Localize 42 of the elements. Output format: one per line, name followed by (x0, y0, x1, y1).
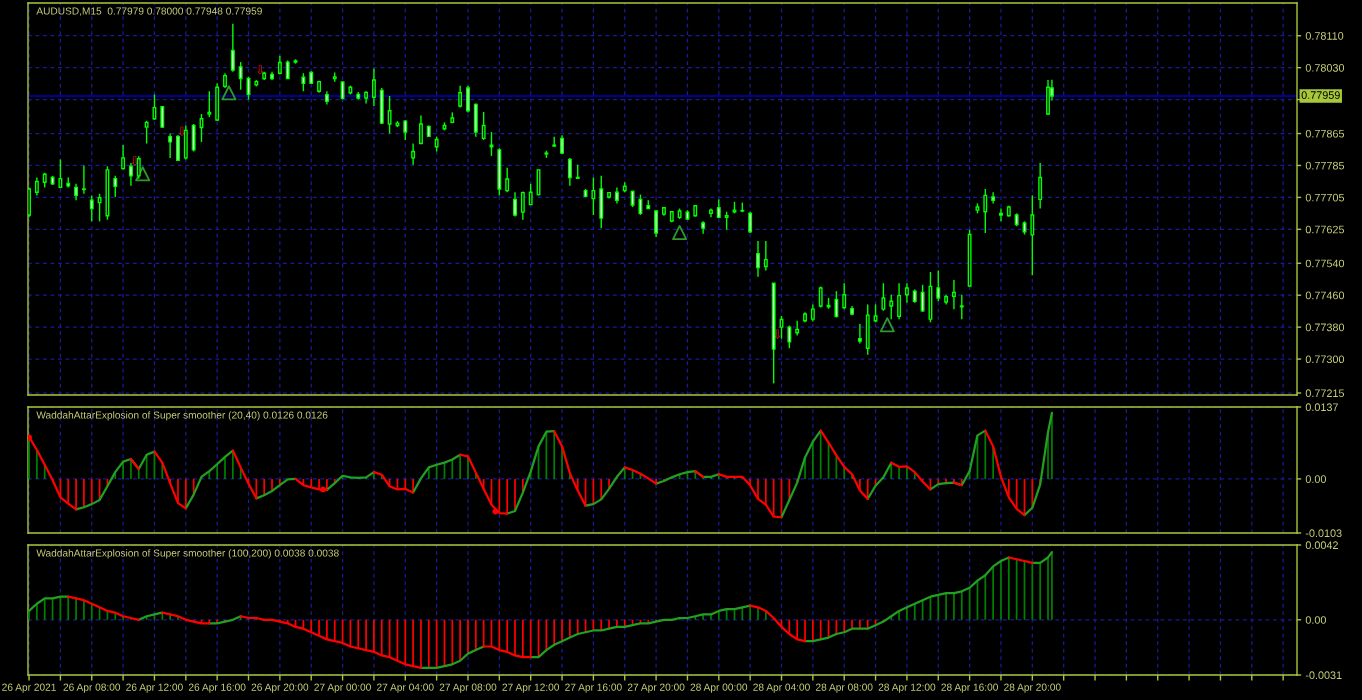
x-tick-label: 26 Apr 16:00 (188, 683, 246, 693)
annotation: ⇩ (178, 126, 185, 137)
annotation: ⇩ (774, 329, 781, 339)
chart-title: WaddahAttarExplosion of Super smoother (100,200) 0.0038 0.0038 (36, 549, 339, 559)
y-tick-label: 0.0042 (1305, 541, 1338, 550)
y-tick-label: -0.0103 (1305, 529, 1342, 538)
y-tick-label: 0.77460 (1305, 291, 1345, 300)
y-tick-label: 0.00 (1305, 616, 1326, 624)
y-tick-label: 0.77540 (1305, 259, 1345, 268)
y-tick-label: 0.77625 (1305, 225, 1345, 234)
ref-line-label: 0.77959 (1301, 91, 1340, 99)
x-tick-label: 27 Apr 08:00 (439, 683, 497, 693)
x-tick-label: 27 Apr 20:00 (627, 683, 685, 693)
x-tick-label: 26 Apr 20:00 (251, 683, 309, 693)
x-tick-label: 27 Apr 16:00 (565, 683, 622, 693)
y-tick-label: 0.0137 (1305, 403, 1338, 412)
x-tick-label: 28 Apr 12:00 (878, 683, 936, 693)
annotation: ⇩ (131, 156, 138, 166)
x-tick-label: 28 Apr 08:00 (815, 683, 873, 693)
y-tick-label: 0.77215 (1305, 389, 1345, 398)
x-tick-label: 26 Apr 08:00 (63, 683, 121, 693)
x-tick-label: 28 Apr 20:00 (1004, 683, 1061, 693)
y-tick-label: 0.77865 (1305, 129, 1345, 138)
x-tick-label: 27 Apr 00:00 (314, 683, 371, 693)
y-tick-label: -0.0031 (1305, 671, 1342, 680)
x-tick-label: 26 Apr 2021 (2, 683, 56, 693)
annotation: ⇩ (257, 65, 264, 75)
y-tick-label: 0.00 (1305, 475, 1326, 483)
x-tick-label: 26 Apr 12:00 (126, 683, 183, 693)
y-tick-label: 0.78030 (1305, 64, 1345, 72)
y-tick-label: 0.77300 (1305, 355, 1345, 364)
chart-title: AUDUSD,M15 0.77979 0.78000 0.77948 0.77959 (36, 7, 262, 16)
x-tick-label: 27 Apr 12:00 (502, 683, 560, 693)
x-tick-label: 28 Apr 04:00 (753, 683, 810, 693)
x-tick-label: 28 Apr 00:00 (690, 683, 748, 693)
x-tick-label: 28 Apr 16:00 (941, 683, 998, 693)
y-tick-label: 0.78110 (1305, 32, 1344, 40)
y-tick-label: 0.77785 (1305, 161, 1345, 170)
chart-title: WaddahAttarExplosion of Super smoother (20,40) 0.0126 0.0126 (36, 411, 328, 421)
y-tick-label: 0.77380 (1305, 323, 1345, 332)
y-tick-label: 0.77705 (1305, 193, 1345, 202)
x-tick-label: 27 Apr 04:00 (377, 683, 434, 693)
